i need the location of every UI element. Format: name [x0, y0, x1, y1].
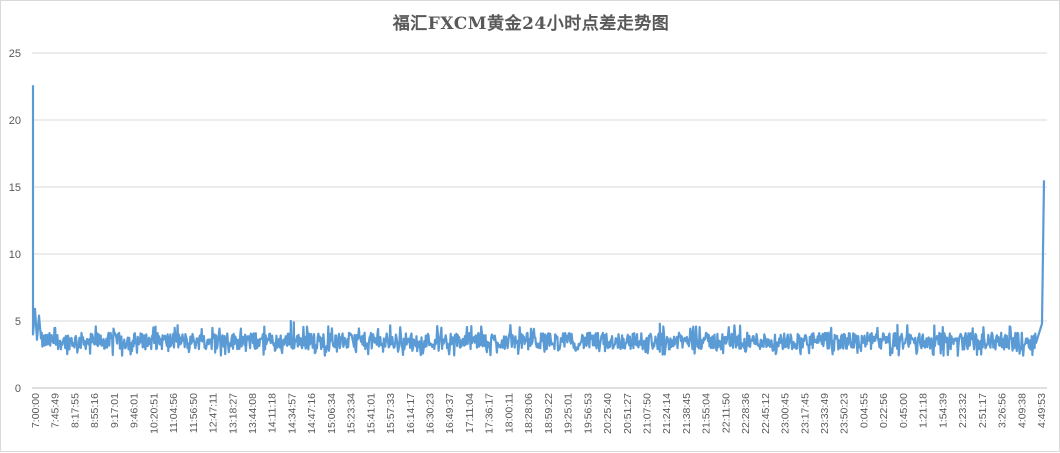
x-tick-label: 0:22:56 [878, 393, 890, 428]
x-tick-label: 19:25:01 [563, 393, 575, 434]
x-tick-label: 0:04:55 [858, 393, 870, 428]
x-axis-ticks: 7:00:00 7:45:49 8:17:55 8:55:16 9:17:01 9:46:… [30, 393, 1048, 434]
x-tick-label: 23:17:45 [799, 393, 811, 434]
y-axis-ticks: 0 5 10 15 20 25 [9, 48, 21, 395]
x-tick-label: 16:49:37 [444, 393, 456, 434]
x-tick-label: 23:50:23 [839, 393, 851, 434]
y-tick-label: 0 [15, 383, 21, 395]
x-tick-label: 3:26:56 [997, 393, 1009, 428]
x-tick-label: 18:28:06 [523, 393, 535, 434]
x-tick-label: 9:17:01 [109, 393, 121, 428]
x-tick-label: 22:11:50 [720, 393, 732, 433]
x-tick-label: 20:51:27 [622, 393, 634, 434]
x-tick-label: 21:07:50 [641, 393, 653, 434]
x-tick-label: 13:18:27 [227, 393, 239, 434]
x-tick-label: 17:11:04 [464, 393, 476, 433]
x-tick-label: 8:55:16 [89, 393, 101, 428]
y-tick-label: 10 [9, 249, 21, 261]
x-tick-label: 12:47:11 [208, 393, 220, 433]
x-tick-label: 21:38:45 [681, 393, 693, 434]
x-tick-label: 1:54:39 [937, 393, 949, 428]
x-tick-label: 16:14:17 [405, 393, 417, 434]
x-tick-label: 16:30:23 [425, 393, 437, 434]
x-tick-label: 22:45:12 [760, 393, 772, 434]
y-tick-label: 5 [15, 316, 21, 328]
x-tick-label: 18:00:11 [503, 393, 515, 433]
x-tick-label: 0:45:00 [898, 393, 910, 428]
y-tick-label: 20 [9, 115, 21, 127]
x-tick-label: 2:51:17 [977, 393, 989, 428]
x-tick-label: 23:33:49 [819, 393, 831, 434]
y-tick-label: 25 [9, 48, 21, 60]
x-tick-label: 21:55:04 [701, 393, 713, 434]
x-tick-label: 7:00:00 [30, 393, 42, 428]
x-tick-label: 14:11:18 [267, 393, 279, 433]
x-tick-label: 15:41:01 [365, 393, 377, 434]
x-tick-label: 14:47:16 [306, 393, 318, 434]
x-tick-label: 20:25:40 [602, 393, 614, 434]
x-tick-label: 17:36:17 [484, 393, 496, 434]
x-tick-label: 2:23:32 [957, 393, 969, 428]
x-tick-label: 14:34:57 [286, 393, 298, 434]
x-tick-label: 18:59:22 [543, 393, 555, 434]
grid-lines [32, 52, 1047, 322]
series-layer [31, 85, 1046, 357]
x-tick-label: 22:28:36 [740, 393, 752, 434]
x-tick-label: 1:21:18 [918, 393, 930, 428]
x-tick-label: 21:24:14 [661, 393, 673, 434]
series-line-spread [31, 85, 1046, 357]
x-tick-label: 19:56:53 [582, 393, 594, 434]
x-tick-label: 11:04:56 [168, 393, 180, 433]
x-tick-label: 13:44:08 [247, 393, 259, 434]
x-tick-label: 8:17:55 [69, 393, 81, 428]
x-tick-label: 9:46:01 [129, 393, 141, 428]
x-tick-label: 15:57:33 [385, 393, 397, 434]
chart-title: 福汇FXCM黄金24小时点差走势图 [392, 14, 670, 34]
x-tick-label: 10:20:51 [148, 393, 160, 434]
x-tick-label: 15:23:34 [346, 393, 358, 434]
x-tick-label: 7:45:49 [50, 393, 62, 428]
x-tick-label: 11:56:50 [188, 393, 200, 433]
y-tick-label: 15 [9, 182, 21, 194]
x-tick-label: 23:00:45 [780, 393, 792, 434]
x-tick-label: 15:06:34 [326, 393, 338, 434]
x-tick-label: 4:09:38 [1016, 393, 1028, 428]
x-tick-label: 4:49:53 [1036, 393, 1048, 428]
